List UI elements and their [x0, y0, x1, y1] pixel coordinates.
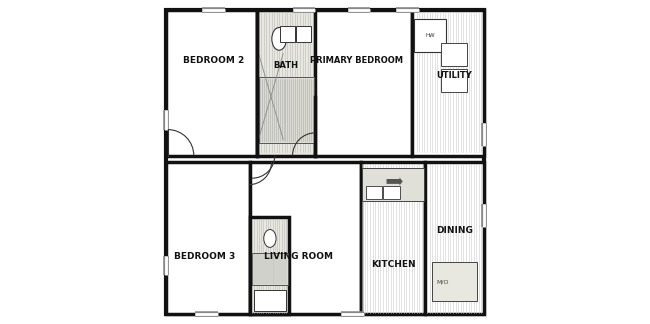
Bar [252, 253, 288, 285]
Bar [259, 77, 314, 143]
FancyArrow shape [387, 178, 403, 185]
Text: HW: HW [426, 33, 435, 38]
Bar [250, 217, 289, 314]
Bar [426, 162, 484, 314]
Bar [250, 162, 361, 314]
Bar [413, 10, 484, 156]
Ellipse shape [264, 229, 276, 248]
Bar [384, 186, 400, 199]
Bar [296, 26, 311, 42]
Bar [414, 19, 447, 52]
Bar [361, 162, 426, 314]
Text: BATH: BATH [274, 61, 298, 70]
Text: UTILITY: UTILITY [436, 71, 472, 80]
Bar [166, 162, 250, 314]
Text: M/O: M/O [437, 279, 449, 284]
Text: PRIMARY BEDROOM: PRIMARY BEDROOM [309, 56, 402, 65]
Bar [280, 26, 295, 42]
Bar [365, 186, 382, 199]
Bar [315, 10, 413, 156]
Text: BEDROOM 3: BEDROOM 3 [174, 252, 235, 261]
Bar [441, 69, 467, 92]
Bar [362, 168, 424, 201]
Bar [441, 43, 467, 66]
Bar [432, 262, 477, 301]
Text: LIVING ROOM: LIVING ROOM [265, 252, 333, 261]
Bar [254, 290, 286, 311]
Ellipse shape [272, 28, 287, 50]
Text: BEDROOM 2: BEDROOM 2 [183, 56, 244, 65]
Bar [166, 10, 257, 156]
Text: KITCHEN: KITCHEN [370, 260, 415, 269]
Text: DINING: DINING [436, 226, 473, 235]
Bar [257, 10, 315, 156]
